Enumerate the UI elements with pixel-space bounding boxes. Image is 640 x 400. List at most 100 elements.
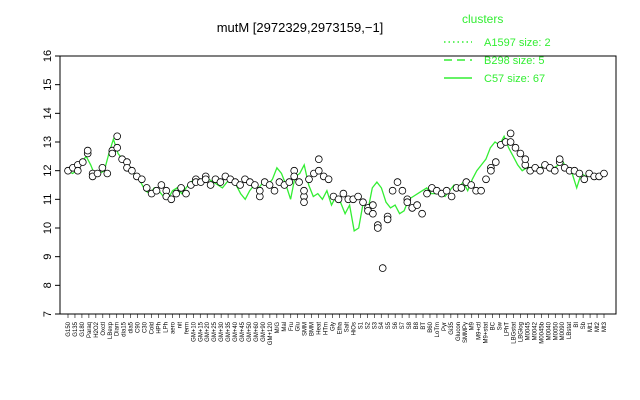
plot-frame	[59, 55, 617, 315]
x-tick-label: S7	[400, 321, 406, 329]
data-point	[305, 175, 313, 184]
data-point	[113, 143, 121, 152]
data-point	[98, 164, 107, 172]
data-point	[354, 192, 362, 201]
data-point	[575, 169, 584, 178]
data-points	[64, 129, 608, 272]
data-point	[285, 178, 294, 186]
data-point	[487, 166, 495, 175]
data-point	[324, 175, 333, 184]
x-tick-label: LBGlog	[518, 322, 524, 342]
x-tick-label: HTm	[324, 322, 330, 335]
x-tick-label: nit	[177, 322, 183, 329]
data-point	[314, 166, 323, 175]
data-point	[103, 169, 112, 178]
data-point	[388, 186, 397, 195]
data-point	[83, 146, 92, 155]
x-tick-label: M0042	[532, 321, 538, 340]
data-point	[167, 195, 176, 204]
x-tick-label: aero	[170, 321, 176, 334]
data-point	[383, 215, 392, 224]
data-point	[270, 186, 279, 195]
y-tick-label: 10	[42, 222, 54, 234]
data-point	[482, 175, 490, 184]
x-tick-label: BC	[491, 321, 497, 330]
data-point	[359, 198, 367, 207]
x-tick-label: HiOs	[351, 322, 357, 335]
x-tick-label: C30	[143, 321, 149, 333]
data-point	[506, 138, 515, 146]
x-tick-label: HPh	[156, 322, 162, 334]
data-point	[600, 169, 608, 178]
data-point	[536, 166, 544, 175]
data-point	[157, 181, 166, 189]
data-point	[265, 181, 274, 189]
x-tick-label: GM+50	[247, 321, 253, 342]
y-tick-label: 13	[42, 136, 54, 148]
data-point	[467, 181, 476, 189]
data-point	[555, 155, 564, 164]
x-tick-label: B60	[428, 321, 434, 332]
chart-title: mutM [2972329,2973159,−1]	[217, 20, 384, 35]
data-point	[491, 158, 500, 166]
x-tick-label: Mt3	[602, 321, 608, 332]
data-point	[442, 186, 451, 195]
data-point	[314, 155, 323, 164]
x-tick-label: S1	[358, 321, 364, 329]
data-point	[511, 143, 520, 152]
x-tick-label: M9+ctl	[477, 322, 483, 340]
x-axis: G150 G135 G180 Paraq H2O2 Oxctl LBexp Diam dia15…	[66, 314, 608, 345]
data-point	[300, 198, 308, 207]
data-point	[516, 149, 525, 158]
data-point	[413, 201, 421, 209]
y-tick-label: 15	[42, 79, 54, 91]
data-point	[418, 209, 426, 218]
legend-label-b298: B298 size: 5	[484, 55, 545, 67]
data-point	[398, 186, 407, 195]
x-tick-label: GM+20	[205, 321, 211, 342]
x-tick-label: Paraq	[87, 322, 93, 338]
data-point	[172, 189, 181, 198]
data-point	[447, 192, 456, 201]
data-point	[300, 186, 308, 195]
legend: clusters A1597 size: 2 B298 size: 5 C57 …	[444, 12, 551, 85]
x-tick-label: M0050	[553, 321, 559, 340]
x-tick-label: Diam	[115, 322, 121, 336]
x-tick-label: GM+90	[261, 321, 267, 342]
data-point	[403, 198, 412, 207]
data-point	[251, 181, 259, 189]
x-tick-label: G180	[80, 321, 86, 336]
data-point	[93, 169, 102, 178]
x-tick-label: S5	[386, 321, 392, 329]
x-tick-label: Pyr	[442, 322, 448, 331]
data-point	[550, 166, 559, 175]
x-tick-label: GM+45	[240, 321, 246, 342]
x-tick-label: Mt1	[588, 321, 594, 332]
legend-title: clusters	[462, 12, 503, 26]
data-point	[334, 195, 343, 204]
x-tick-label: LBGstat	[512, 322, 518, 344]
x-tick-label: Gly	[331, 322, 337, 331]
data-point	[152, 186, 161, 195]
data-point	[369, 209, 377, 218]
data-point	[369, 201, 377, 209]
data-point	[113, 132, 121, 141]
y-tick-label: 12	[42, 165, 54, 177]
x-tick-label: LoTm	[435, 322, 441, 337]
x-tick-label: GM+35	[226, 321, 232, 342]
x-tick-label: S2	[365, 321, 371, 329]
x-tick-label: GM+40	[233, 321, 239, 342]
x-tick-label: S4	[379, 321, 385, 329]
x-tick-label: SMM	[303, 322, 309, 336]
x-tick-label: M9	[470, 321, 476, 330]
y-tick-label: 8	[42, 282, 54, 288]
series-lines	[67, 134, 605, 232]
x-tick-label: Gi35	[449, 321, 455, 334]
x-tick-label: M0040	[546, 321, 552, 340]
data-point	[373, 224, 382, 232]
x-tick-label: Glu	[296, 322, 302, 331]
x-tick-label: G135	[73, 321, 79, 336]
data-point	[177, 184, 185, 192]
x-tick-label: Oxctl	[101, 322, 107, 336]
data-point	[521, 155, 530, 164]
